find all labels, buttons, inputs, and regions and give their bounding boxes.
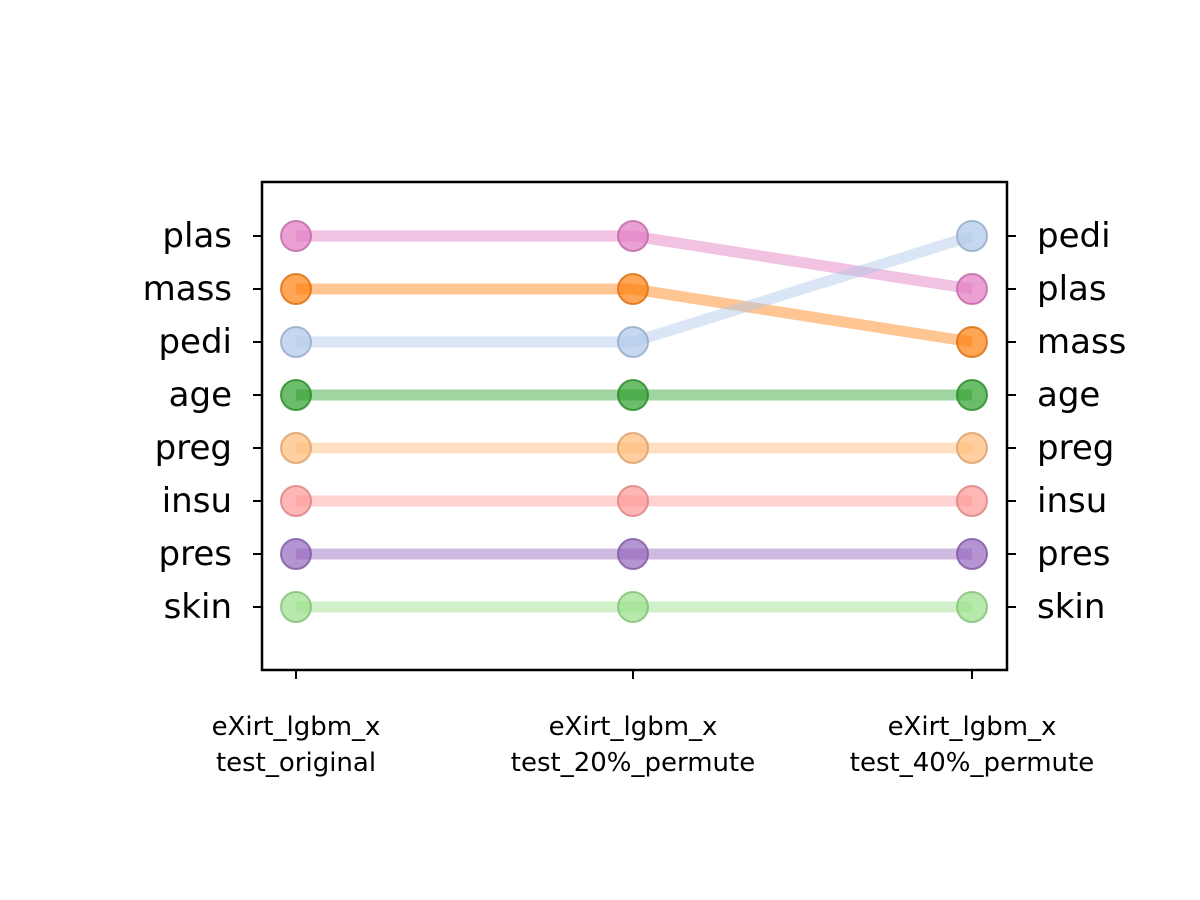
x-tick-label: eXirt_lgbm_x xyxy=(549,712,718,742)
x-tick-label: test_20%_permute xyxy=(511,748,755,778)
right-rank-label: preg xyxy=(1037,428,1114,468)
right-rank-label: plas xyxy=(1037,269,1107,309)
x-tick-label: test_original xyxy=(216,748,376,778)
right-rank-label: skin xyxy=(1037,587,1105,627)
left-rank-label: pedi xyxy=(158,322,232,362)
x-axis: eXirt_lgbm_x test_original eXirt_lgbm_xtes… xyxy=(212,670,1094,778)
series-point-plas-0 xyxy=(280,220,312,252)
left-rank-label: plas xyxy=(162,216,232,256)
series-point-skin-0 xyxy=(280,591,312,623)
left-rank-label: age xyxy=(169,375,232,415)
series-point-skin-1 xyxy=(617,591,649,623)
right-rank-label: insu xyxy=(1037,481,1107,521)
left-rank-axis: plas mass pedi age preg insu pres skin xyxy=(143,216,262,627)
right-rank-label: pedi xyxy=(1037,216,1111,256)
series-point-preg-2 xyxy=(956,432,988,464)
series-point-pres-2 xyxy=(956,538,988,570)
series-point-pres-1 xyxy=(617,538,649,570)
series-point-mass-0 xyxy=(280,273,312,305)
left-rank-label: mass xyxy=(143,269,232,309)
left-rank-label: pres xyxy=(159,534,232,574)
series-point-insu-1 xyxy=(617,485,649,517)
left-rank-label: preg xyxy=(155,428,232,468)
series-point-skin-2 xyxy=(956,591,988,623)
series-point-pedi-2 xyxy=(956,220,988,252)
series-point-preg-1 xyxy=(617,432,649,464)
series-point-insu-0 xyxy=(280,485,312,517)
series-point-pedi-1 xyxy=(617,326,649,358)
series-point-plas-2 xyxy=(956,273,988,305)
series-point-pedi-0 xyxy=(280,326,312,358)
series-point-age-1 xyxy=(617,379,649,411)
right-rank-label: pres xyxy=(1037,534,1110,574)
right-rank-label: mass xyxy=(1037,322,1126,362)
left-rank-label: skin xyxy=(164,587,232,627)
right-rank-label: age xyxy=(1037,375,1100,415)
series-markers xyxy=(280,220,988,623)
x-tick-label: eXirt_lgbm_x xyxy=(212,712,381,742)
x-tick-label: test_40%_permute xyxy=(850,748,1094,778)
right-rank-axis: pedi plas mass age preg insu pres skin xyxy=(1007,216,1126,627)
plot-frame xyxy=(260,180,1009,672)
left-rank-label: insu xyxy=(162,481,232,521)
series-point-plas-1 xyxy=(617,220,649,252)
series-point-mass-2 xyxy=(956,326,988,358)
series-point-pres-0 xyxy=(280,538,312,570)
series-point-age-2 xyxy=(956,379,988,411)
series-point-preg-0 xyxy=(280,432,312,464)
series-point-age-0 xyxy=(280,379,312,411)
series-point-insu-2 xyxy=(956,485,988,517)
x-tick-label: eXirt_lgbm_x xyxy=(888,712,1057,742)
series-point-mass-1 xyxy=(617,273,649,305)
